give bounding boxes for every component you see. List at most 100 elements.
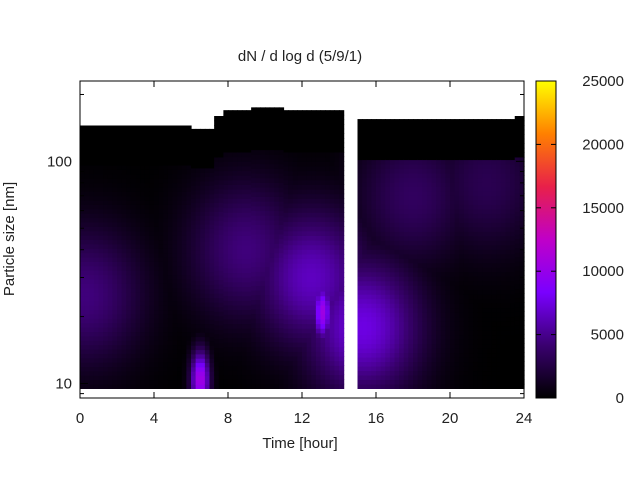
heatmap-cell (163, 243, 169, 249)
heatmap-cell (214, 138, 220, 144)
heatmap-cell (265, 238, 271, 244)
heatmap-cell (394, 298, 400, 304)
heatmap-cell (329, 165, 335, 172)
heatmap-cell (413, 276, 419, 282)
heatmap-cell (274, 205, 280, 212)
heatmap-cell (376, 267, 382, 273)
heatmap-cell (408, 213, 414, 219)
heatmap-cell (177, 182, 183, 188)
heatmap-cell (135, 199, 141, 205)
heatmap-cell (283, 119, 289, 125)
heatmap-cell (200, 301, 206, 307)
heatmap-cell (186, 173, 192, 179)
heatmap-cell (302, 119, 308, 125)
heatmap-cell (130, 129, 137, 135)
heatmap-cell (93, 160, 100, 166)
heatmap-cell (181, 357, 187, 363)
heatmap-cell (459, 343, 465, 349)
heatmap-cell (191, 275, 197, 281)
heatmap-cell (445, 325, 451, 331)
heatmap-cell (232, 351, 238, 357)
heatmap-cell (237, 221, 243, 227)
heatmap-cell (389, 213, 396, 219)
heatmap-cell (463, 244, 470, 250)
heatmap-cell (283, 124, 289, 130)
heatmap-cell (98, 160, 104, 166)
heatmap-cell (209, 249, 215, 255)
heatmap-cell (408, 132, 414, 138)
heatmap-cell (214, 134, 220, 140)
heatmap-cell (431, 226, 437, 232)
heatmap-cell (394, 253, 400, 259)
heatmap-cell (454, 168, 460, 174)
heatmap-cell (200, 379, 206, 385)
heatmap-cell (163, 322, 169, 328)
heatmap-cell (431, 352, 437, 358)
heatmap-cell (325, 277, 331, 283)
heatmap-cell (84, 296, 90, 302)
heatmap-cell (209, 267, 215, 273)
heatmap-cell (154, 362, 160, 368)
heatmap-cell (436, 307, 442, 313)
heatmap-cell (223, 142, 229, 148)
heatmap-cell (426, 137, 433, 143)
heatmap-cell (283, 137, 289, 144)
heatmap-cell (269, 182, 275, 188)
heatmap-cell (228, 128, 234, 134)
heatmap-cell (144, 129, 150, 135)
heatmap-cell (413, 365, 419, 372)
heatmap-cell (274, 163, 280, 169)
heatmap-cell (181, 160, 187, 166)
heatmap-cell (292, 263, 298, 269)
heatmap-cell (380, 285, 386, 291)
heatmap-cell (89, 327, 95, 333)
heatmap-cell (417, 339, 423, 345)
heatmap-cell (454, 231, 460, 237)
heatmap-cell (181, 204, 187, 210)
heatmap-cell (413, 244, 419, 250)
heatmap-cell (320, 272, 326, 278)
heatmap-cell (163, 309, 169, 315)
heatmap-cell (237, 291, 243, 297)
heatmap-cell (334, 170, 340, 176)
heatmap-cell (186, 292, 192, 297)
heatmap-cell (265, 350, 271, 357)
heatmap-cell (93, 173, 100, 179)
heatmap-cell (413, 154, 419, 161)
heatmap-cell (413, 119, 419, 125)
heatmap-cell (228, 216, 234, 223)
heatmap-cell (288, 281, 294, 287)
heatmap-cell (107, 243, 113, 249)
heatmap-cell (191, 327, 197, 333)
heatmap-cell (140, 134, 146, 140)
heatmap-cell (468, 276, 474, 282)
heatmap-cell (237, 360, 243, 366)
heatmap-cell (214, 161, 220, 167)
heatmap-cell (362, 213, 368, 219)
heatmap-cell (200, 349, 206, 355)
heatmap-cell (177, 151, 183, 157)
heatmap-cell (204, 206, 211, 212)
heatmap-cell (255, 112, 261, 118)
heatmap-cell (107, 235, 113, 241)
heatmap-cell (246, 258, 252, 264)
heatmap-cell (302, 267, 308, 274)
heatmap-cell (158, 208, 164, 214)
heatmap-cell (149, 375, 155, 381)
heatmap-cell (204, 249, 211, 255)
heatmap-cell (306, 351, 312, 357)
heatmap-cell (158, 366, 164, 372)
heatmap-cell (413, 222, 419, 228)
heatmap-cell (306, 360, 312, 366)
heatmap-cell (454, 383, 460, 389)
heatmap-cell (107, 151, 113, 157)
heatmap-cell (214, 197, 220, 203)
heatmap-cell (117, 300, 123, 306)
heatmap-cell (241, 304, 248, 311)
heatmap-cell (394, 186, 400, 192)
heatmap-cell (269, 177, 275, 183)
heatmap-cell (228, 110, 234, 116)
heatmap-cell (195, 176, 201, 182)
heatmap-cell (172, 327, 178, 333)
heatmap-cell (473, 226, 479, 232)
